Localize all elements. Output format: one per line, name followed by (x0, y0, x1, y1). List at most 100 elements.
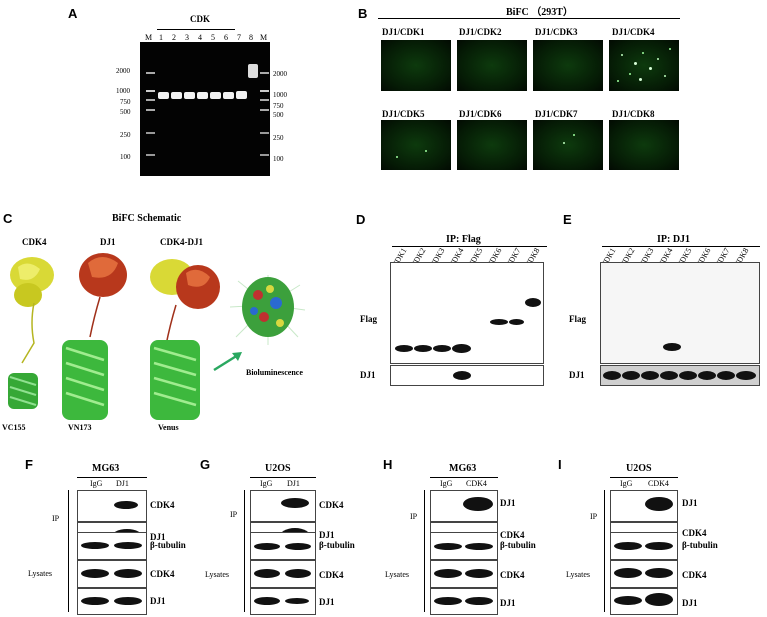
blot-lys-row3 (77, 588, 147, 615)
row-label-dj1: DJ1 (360, 370, 376, 380)
schematic-label-cdk4: CDK4 (22, 237, 47, 247)
blot-ip-row1 (77, 490, 147, 522)
ladder-size-right: 100 (273, 155, 284, 163)
lysates-label: Lysates (385, 570, 409, 579)
arrow-icon (213, 353, 239, 372)
micrograph-dj1-cdk7 (533, 120, 603, 170)
title-line (610, 477, 678, 478)
ladder-size-right: 750 (273, 102, 284, 110)
ladder-size-right: 2000 (273, 70, 287, 78)
blot-dj1-d (390, 365, 544, 386)
lane-label: 5 (211, 33, 215, 42)
lane-label: 7 (237, 33, 241, 42)
title-line (250, 477, 316, 478)
ladder-size-left: 750 (120, 98, 131, 106)
blot-flag-d (390, 262, 544, 364)
lysates-label: Lysates (566, 570, 590, 579)
micrograph-label: DJ1/CDK4 (612, 27, 655, 37)
agarose-gel (140, 42, 270, 176)
lane-label: 1 (159, 33, 163, 42)
bifc-schematic-drawing (8, 253, 306, 420)
blot-lys-row2 (610, 560, 678, 588)
panel-label-f: F (25, 457, 33, 472)
row-label: CDK4 (319, 570, 344, 580)
vc155-barrel (8, 373, 38, 409)
row-label: DJ1 (150, 596, 166, 606)
lysates-label: Lysates (28, 569, 52, 578)
vn173-label: VN173 (68, 423, 92, 432)
lane-label: 2 (172, 33, 176, 42)
blot-lys-row1 (610, 532, 678, 560)
row-label: CDK4 (500, 530, 525, 540)
lane-label: 3 (185, 33, 189, 42)
bracket-line (68, 490, 69, 552)
lane-label: DJ1 (116, 479, 129, 488)
dj1-protein-structure (79, 253, 127, 338)
ladder-size-left: 250 (120, 131, 131, 139)
row-label: DJ1 (682, 498, 698, 508)
micrograph-label: DJ1/CDK2 (459, 27, 502, 37)
panel-label-b: B (358, 6, 368, 21)
row-label: CDK4 (319, 500, 344, 510)
blot-flag-e (600, 262, 760, 364)
bioluminescence-label: Bioluminescence (246, 368, 303, 377)
row-label: CDK4 (150, 500, 175, 510)
blot-ip-row1 (250, 490, 316, 522)
vc155-label: VC155 (2, 423, 26, 432)
row-label-flag: Flag (569, 314, 586, 324)
panel-label-i: I (558, 457, 562, 472)
row-label: DJ1 (319, 597, 335, 607)
ladder-size-right: 500 (273, 111, 284, 119)
row-label: β-tubulin (319, 540, 355, 550)
row-label-dj1: DJ1 (569, 370, 585, 380)
lane-label: 4 (198, 33, 202, 42)
lane-label: IgG (90, 479, 103, 488)
panel-label-c: C (3, 211, 13, 226)
row-label: β-tubulin (682, 540, 718, 550)
row-label: β-tubulin (500, 540, 536, 550)
bifc-title: BiFC （293T） (506, 7, 573, 18)
schematic-label-cdk4-dj1: CDK4-DJ1 (160, 237, 203, 247)
panel-label-e: E (563, 212, 572, 227)
schematic-label-dj1: DJ1 (100, 237, 116, 247)
ladder-size-left: 100 (120, 153, 131, 161)
lysates-label: Lysates (205, 570, 229, 579)
blot-ip-row1 (430, 490, 498, 522)
row-label: β-tubulin (150, 540, 186, 550)
micrograph-dj1-cdk8 (609, 120, 679, 170)
cell-line-title: U2OS (626, 463, 652, 474)
cdk4-dj1-complex (150, 259, 220, 420)
ip-label: IP (590, 512, 598, 521)
cdk4-protein-structure (10, 257, 54, 364)
blot-lys-row2 (250, 560, 316, 588)
ladder-size-right: 1000 (273, 91, 287, 99)
blot-lys-row1 (250, 532, 316, 560)
cell-line-title: MG63 (92, 463, 120, 474)
panel-label-a: A (68, 6, 78, 21)
cell-line-title: MG63 (449, 463, 477, 474)
title-line (77, 477, 147, 478)
blot-ip-row1 (610, 490, 678, 522)
vn173-barrel (62, 340, 108, 420)
row-label: DJ1 (150, 532, 166, 542)
lane-marker-right: M (260, 33, 268, 42)
micrograph-dj1-cdk5 (381, 120, 451, 170)
blot-lys-row1 (77, 532, 147, 560)
micrograph-label: DJ1/CDK1 (382, 27, 425, 37)
micrograph-label: DJ1/CDK8 (612, 109, 655, 119)
panel-label-d: D (356, 212, 366, 227)
ip-dj1-title: IP: DJ1 (657, 234, 691, 245)
micrograph-dj1-cdk6 (457, 120, 527, 170)
row-label: DJ1 (500, 598, 516, 608)
blot-lys-row3 (430, 588, 498, 615)
lane-label: 6 (224, 33, 228, 42)
blot-lys-row2 (430, 560, 498, 588)
panel-label-h: H (383, 457, 393, 472)
micrograph-dj1-cdk4 (609, 40, 679, 91)
ip-label: IP (230, 510, 238, 519)
venus-label: Venus (158, 423, 179, 432)
ladder-size-left: 500 (120, 108, 131, 116)
micrograph-dj1-cdk1 (381, 40, 451, 91)
row-label: DJ1 (682, 598, 698, 608)
